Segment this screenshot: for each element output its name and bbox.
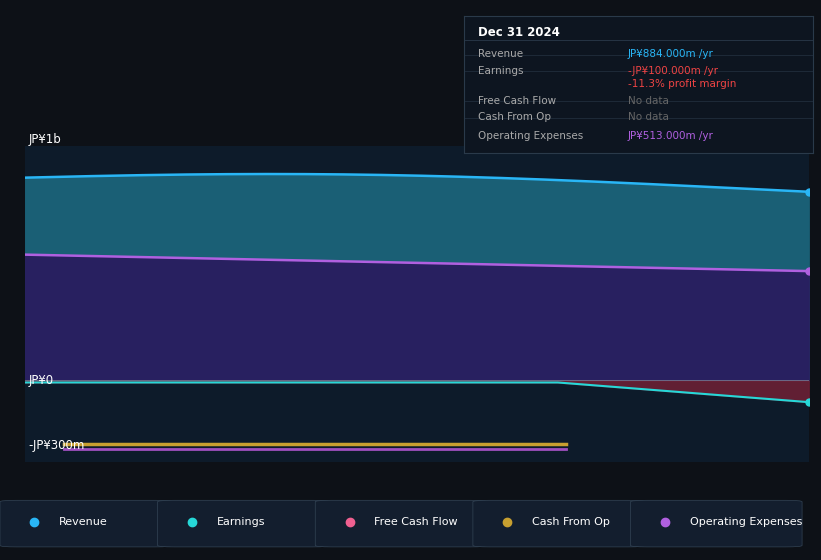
FancyBboxPatch shape: [0, 500, 172, 547]
Text: Free Cash Flow: Free Cash Flow: [374, 517, 458, 527]
Text: No data: No data: [628, 96, 669, 106]
Text: -JP¥100.000m /yr: -JP¥100.000m /yr: [628, 66, 718, 76]
Text: Revenue: Revenue: [59, 517, 108, 527]
Text: Operating Expenses: Operating Expenses: [478, 132, 583, 142]
Text: Earnings: Earnings: [217, 517, 265, 527]
Text: No data: No data: [628, 112, 669, 122]
FancyBboxPatch shape: [473, 500, 644, 547]
Text: JP¥513.000m /yr: JP¥513.000m /yr: [628, 132, 713, 142]
Text: JP¥1b: JP¥1b: [29, 133, 62, 146]
FancyBboxPatch shape: [315, 500, 487, 547]
Text: Cash From Op: Cash From Op: [478, 112, 551, 122]
Text: Free Cash Flow: Free Cash Flow: [478, 96, 556, 106]
Text: Revenue: Revenue: [478, 49, 523, 59]
Text: Operating Expenses: Operating Expenses: [690, 517, 802, 527]
Text: JP¥884.000m /yr: JP¥884.000m /yr: [628, 49, 713, 59]
FancyBboxPatch shape: [631, 500, 802, 547]
Text: -JP¥300m: -JP¥300m: [29, 438, 85, 452]
Text: -11.3% profit margin: -11.3% profit margin: [628, 80, 736, 90]
Text: Dec 31 2024: Dec 31 2024: [478, 26, 560, 39]
Text: JP¥0: JP¥0: [29, 374, 54, 388]
Text: Earnings: Earnings: [478, 66, 523, 76]
FancyBboxPatch shape: [158, 500, 329, 547]
Text: Cash From Op: Cash From Op: [532, 517, 610, 527]
